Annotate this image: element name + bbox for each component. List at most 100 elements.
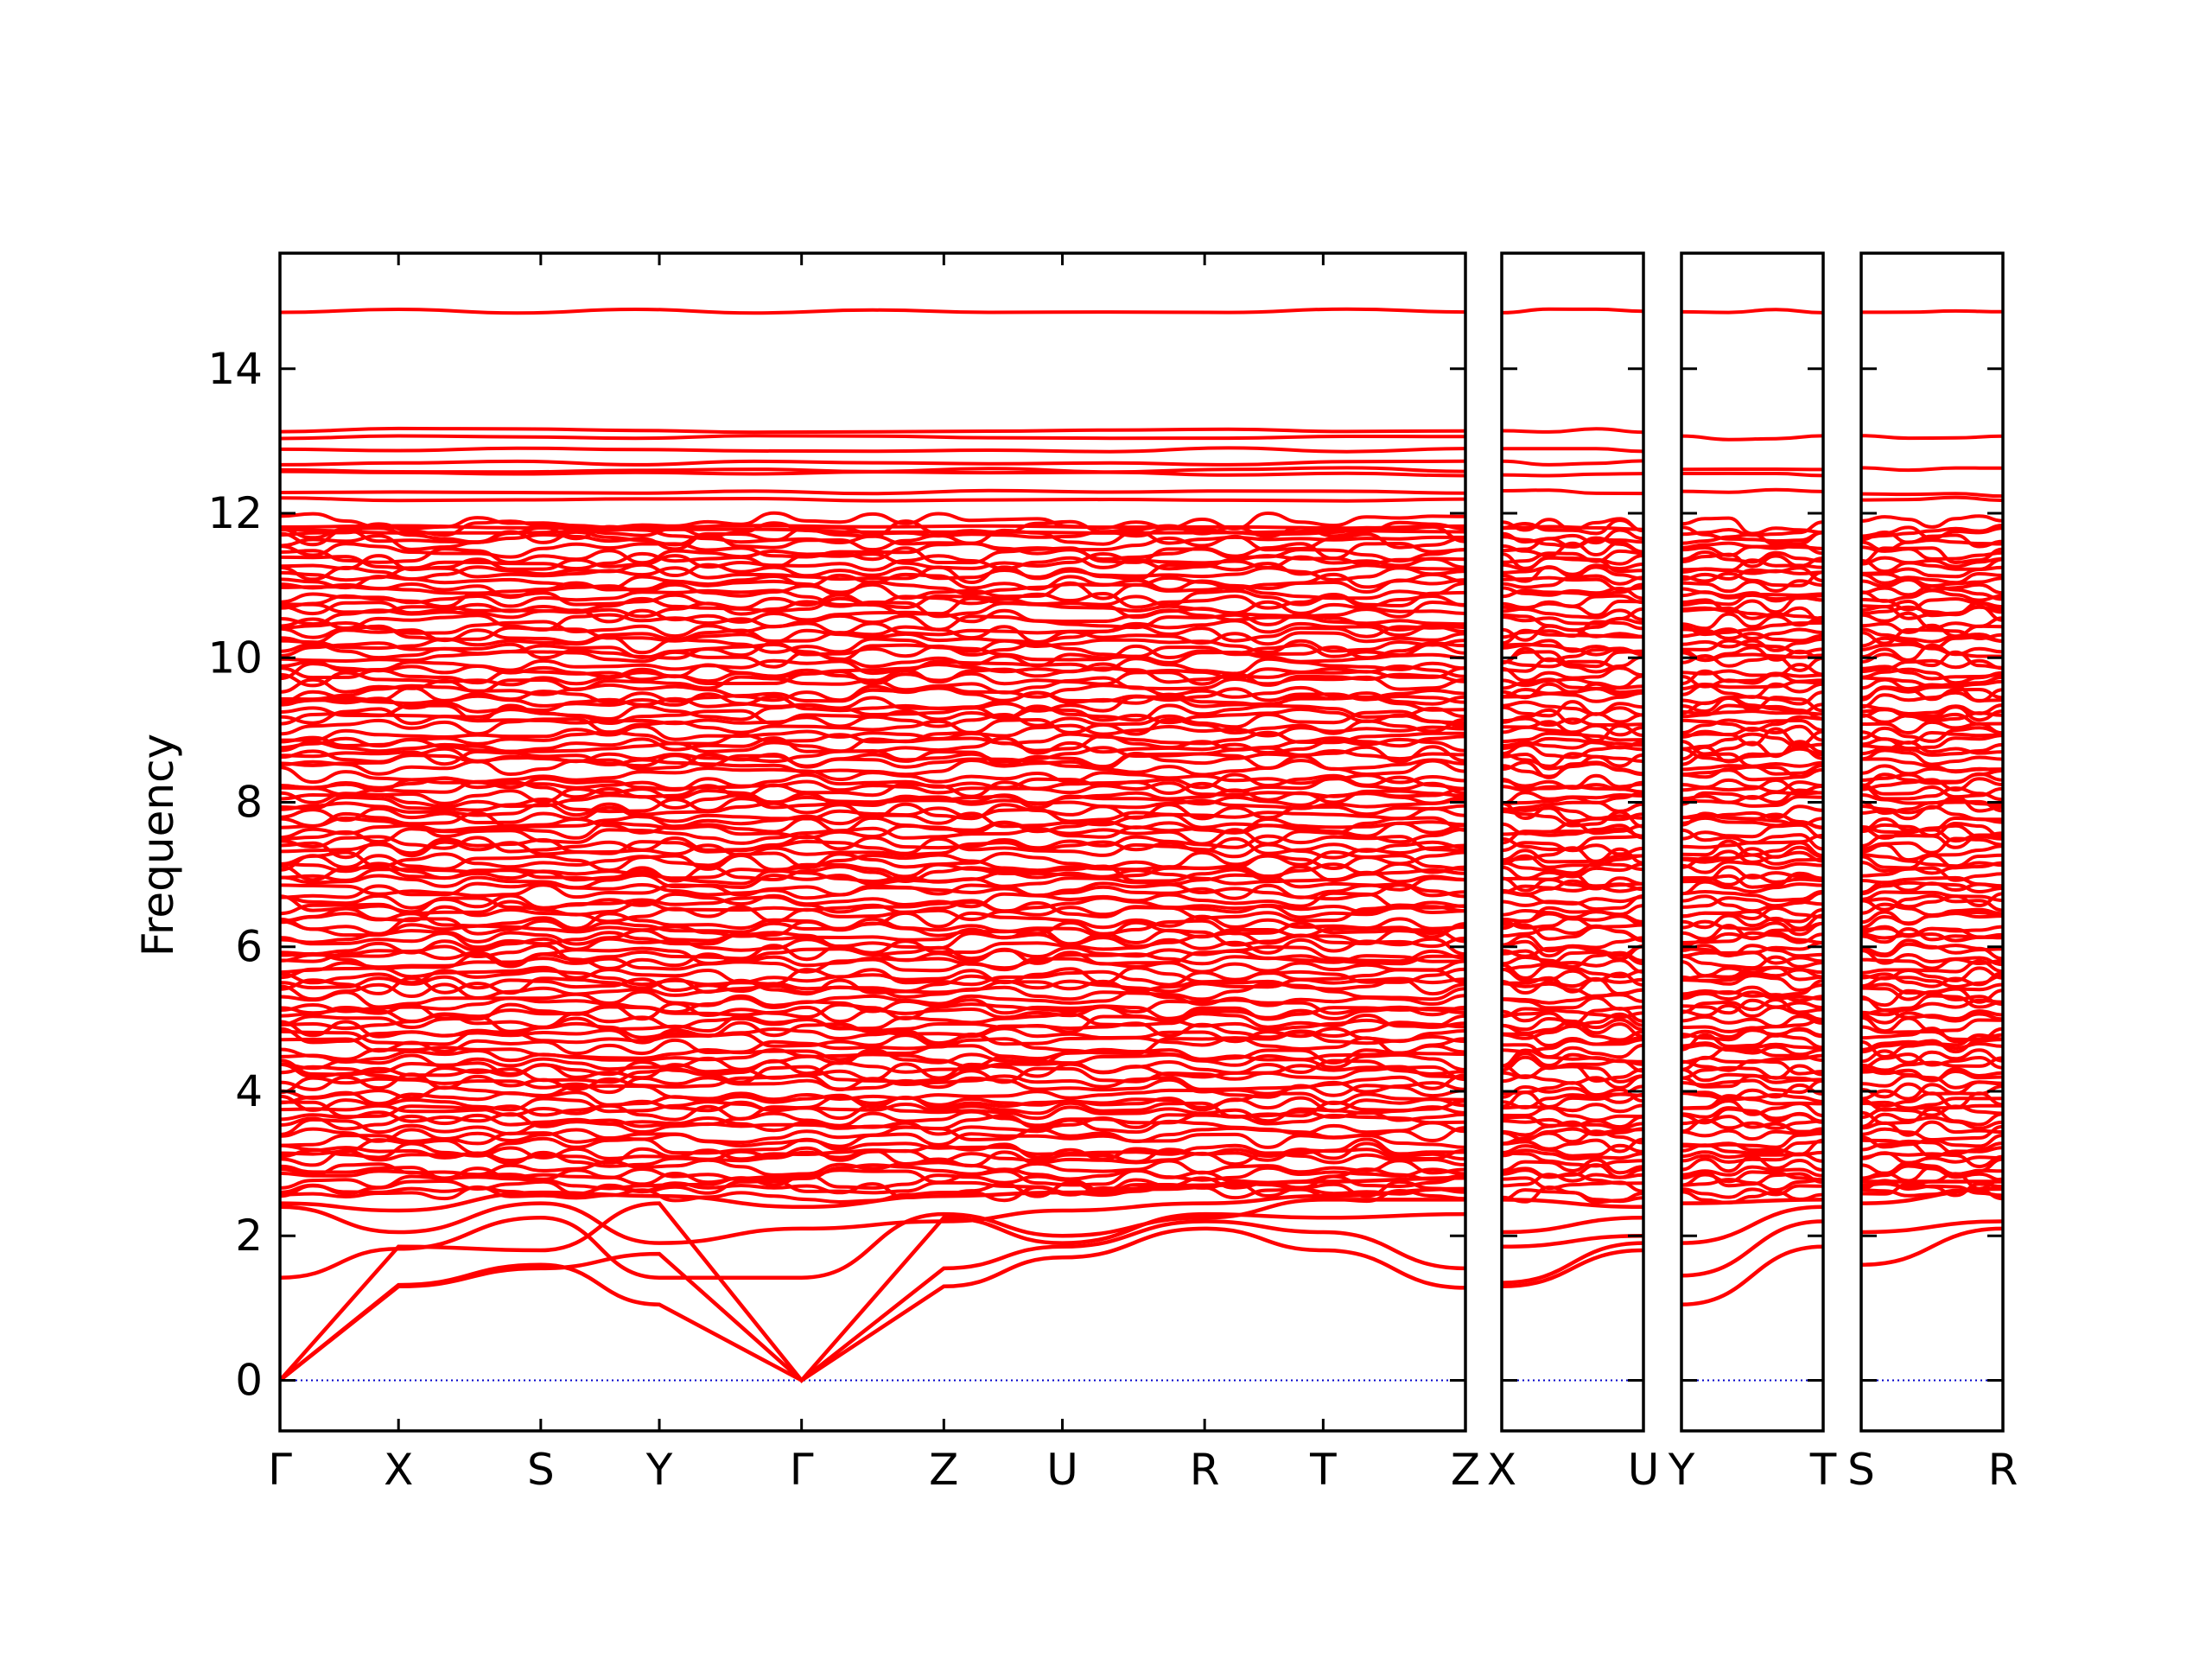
branch-b1: [1861, 1226, 2003, 1267]
band-line: [1681, 954, 1823, 970]
band-line: [1502, 682, 1643, 700]
band-line: [1502, 1158, 1643, 1175]
band-line: [280, 734, 1465, 753]
x-tick-label: T: [1809, 1445, 1837, 1495]
band-line: [1681, 1067, 1823, 1084]
band-line: [1681, 718, 1823, 735]
band-line: [280, 307, 1465, 315]
branch-optic-low-3: [280, 1176, 1465, 1213]
band-line: [1502, 708, 1643, 725]
band-line: [1502, 862, 1643, 880]
band-line: [1502, 1007, 1643, 1020]
band-line: [1502, 967, 1643, 987]
band-line: [280, 434, 1465, 441]
band-line: [1502, 1137, 1643, 1154]
band-line: [1502, 736, 1643, 750]
band-line: [1861, 783, 2003, 799]
band-line: [1681, 874, 1823, 887]
band-line: [280, 937, 1465, 957]
band-line: [280, 459, 1465, 467]
band-line: [1681, 590, 1823, 601]
band-line: [1681, 637, 1823, 652]
band-line: [1681, 740, 1823, 759]
band-line: [280, 527, 1465, 535]
band-line: [1861, 524, 2003, 540]
band-line: [1681, 1106, 1823, 1124]
band-line: [1681, 606, 1823, 620]
band-line: [1502, 639, 1643, 655]
band-line: [1861, 664, 2003, 681]
band-line: [1502, 1084, 1643, 1103]
band-line: [1861, 658, 2003, 673]
band-line: [1861, 1164, 2003, 1182]
panel-frame: [1680, 251, 1825, 1433]
band-line: [1502, 700, 1643, 718]
band-line: [1681, 960, 1823, 978]
x-tick-label: Γ: [268, 1445, 292, 1495]
band-line: [1681, 1165, 1823, 1178]
band-line: [1502, 791, 1643, 805]
band-line: [1861, 627, 2003, 644]
band-line: [1681, 1083, 1823, 1101]
x-tick-label: X: [384, 1445, 413, 1495]
band-line: [1861, 1138, 2003, 1159]
band-line: [1861, 726, 2003, 743]
y-tick-label: 6: [235, 922, 263, 972]
band-line: [1861, 730, 2003, 745]
band-line: [1861, 757, 2003, 774]
band-line: [1681, 849, 1823, 864]
band-line: [1861, 902, 2003, 918]
y-tick-label: 2: [235, 1211, 263, 1261]
plot-area-S-R: [1861, 308, 2003, 1382]
x-tick-label: Γ: [790, 1445, 814, 1495]
band-line: [1502, 847, 1643, 865]
band-line: [1681, 696, 1823, 714]
x-tick-label: X: [1487, 1445, 1516, 1495]
panel-frame: [1500, 251, 1645, 1433]
band-line: [1861, 741, 2003, 756]
x-tick-label: U: [1046, 1445, 1078, 1495]
band-line: [1861, 1033, 2003, 1052]
band-line: [1502, 752, 1643, 768]
band-line: [1502, 1011, 1643, 1028]
y-tick-label: 10: [207, 632, 263, 683]
band-line: [280, 861, 1465, 880]
branch-b2: [1681, 1219, 1823, 1278]
band-line: [1502, 552, 1643, 570]
band-line: [1861, 571, 2003, 585]
band-line: [1861, 948, 2003, 967]
branch-b3: [1502, 1233, 1643, 1249]
band-line: [1502, 563, 1643, 576]
band-line: [280, 554, 1465, 572]
band-line: [1502, 760, 1643, 779]
band-line: [1681, 727, 1823, 747]
band-line: [1861, 938, 2003, 957]
y-tick-label: 8: [235, 778, 263, 828]
band-line: [1681, 812, 1823, 827]
band-line: [280, 426, 1465, 435]
band-line: [1502, 459, 1643, 467]
band-line: [280, 894, 1465, 914]
band-line: [1502, 620, 1643, 639]
band-line: [1681, 1170, 1823, 1187]
band-line: [1502, 976, 1643, 994]
band-line: [1681, 639, 1823, 655]
band-line: [1681, 804, 1823, 820]
band-line: [280, 1113, 1465, 1133]
band-line: [1502, 659, 1643, 677]
band-line: [280, 446, 1465, 454]
branch-b5: [1502, 1198, 1643, 1210]
band-line: [1502, 1115, 1643, 1129]
band-line: [1502, 1065, 1643, 1084]
band-line: [1681, 566, 1823, 582]
plot-area-main: [280, 307, 1465, 1384]
panel-main: 0 2 4 6 8 10 12 14 Γ X S Y Γ Z U R T Z: [207, 251, 1480, 1495]
band-line: [280, 541, 1465, 562]
band-line: [1681, 653, 1823, 672]
branch-b3: [1681, 1205, 1823, 1245]
band-line: [1861, 685, 2003, 702]
band-line: [1681, 487, 1823, 494]
band-line: [1861, 1083, 2003, 1101]
y-tick-label: 0: [235, 1355, 263, 1405]
